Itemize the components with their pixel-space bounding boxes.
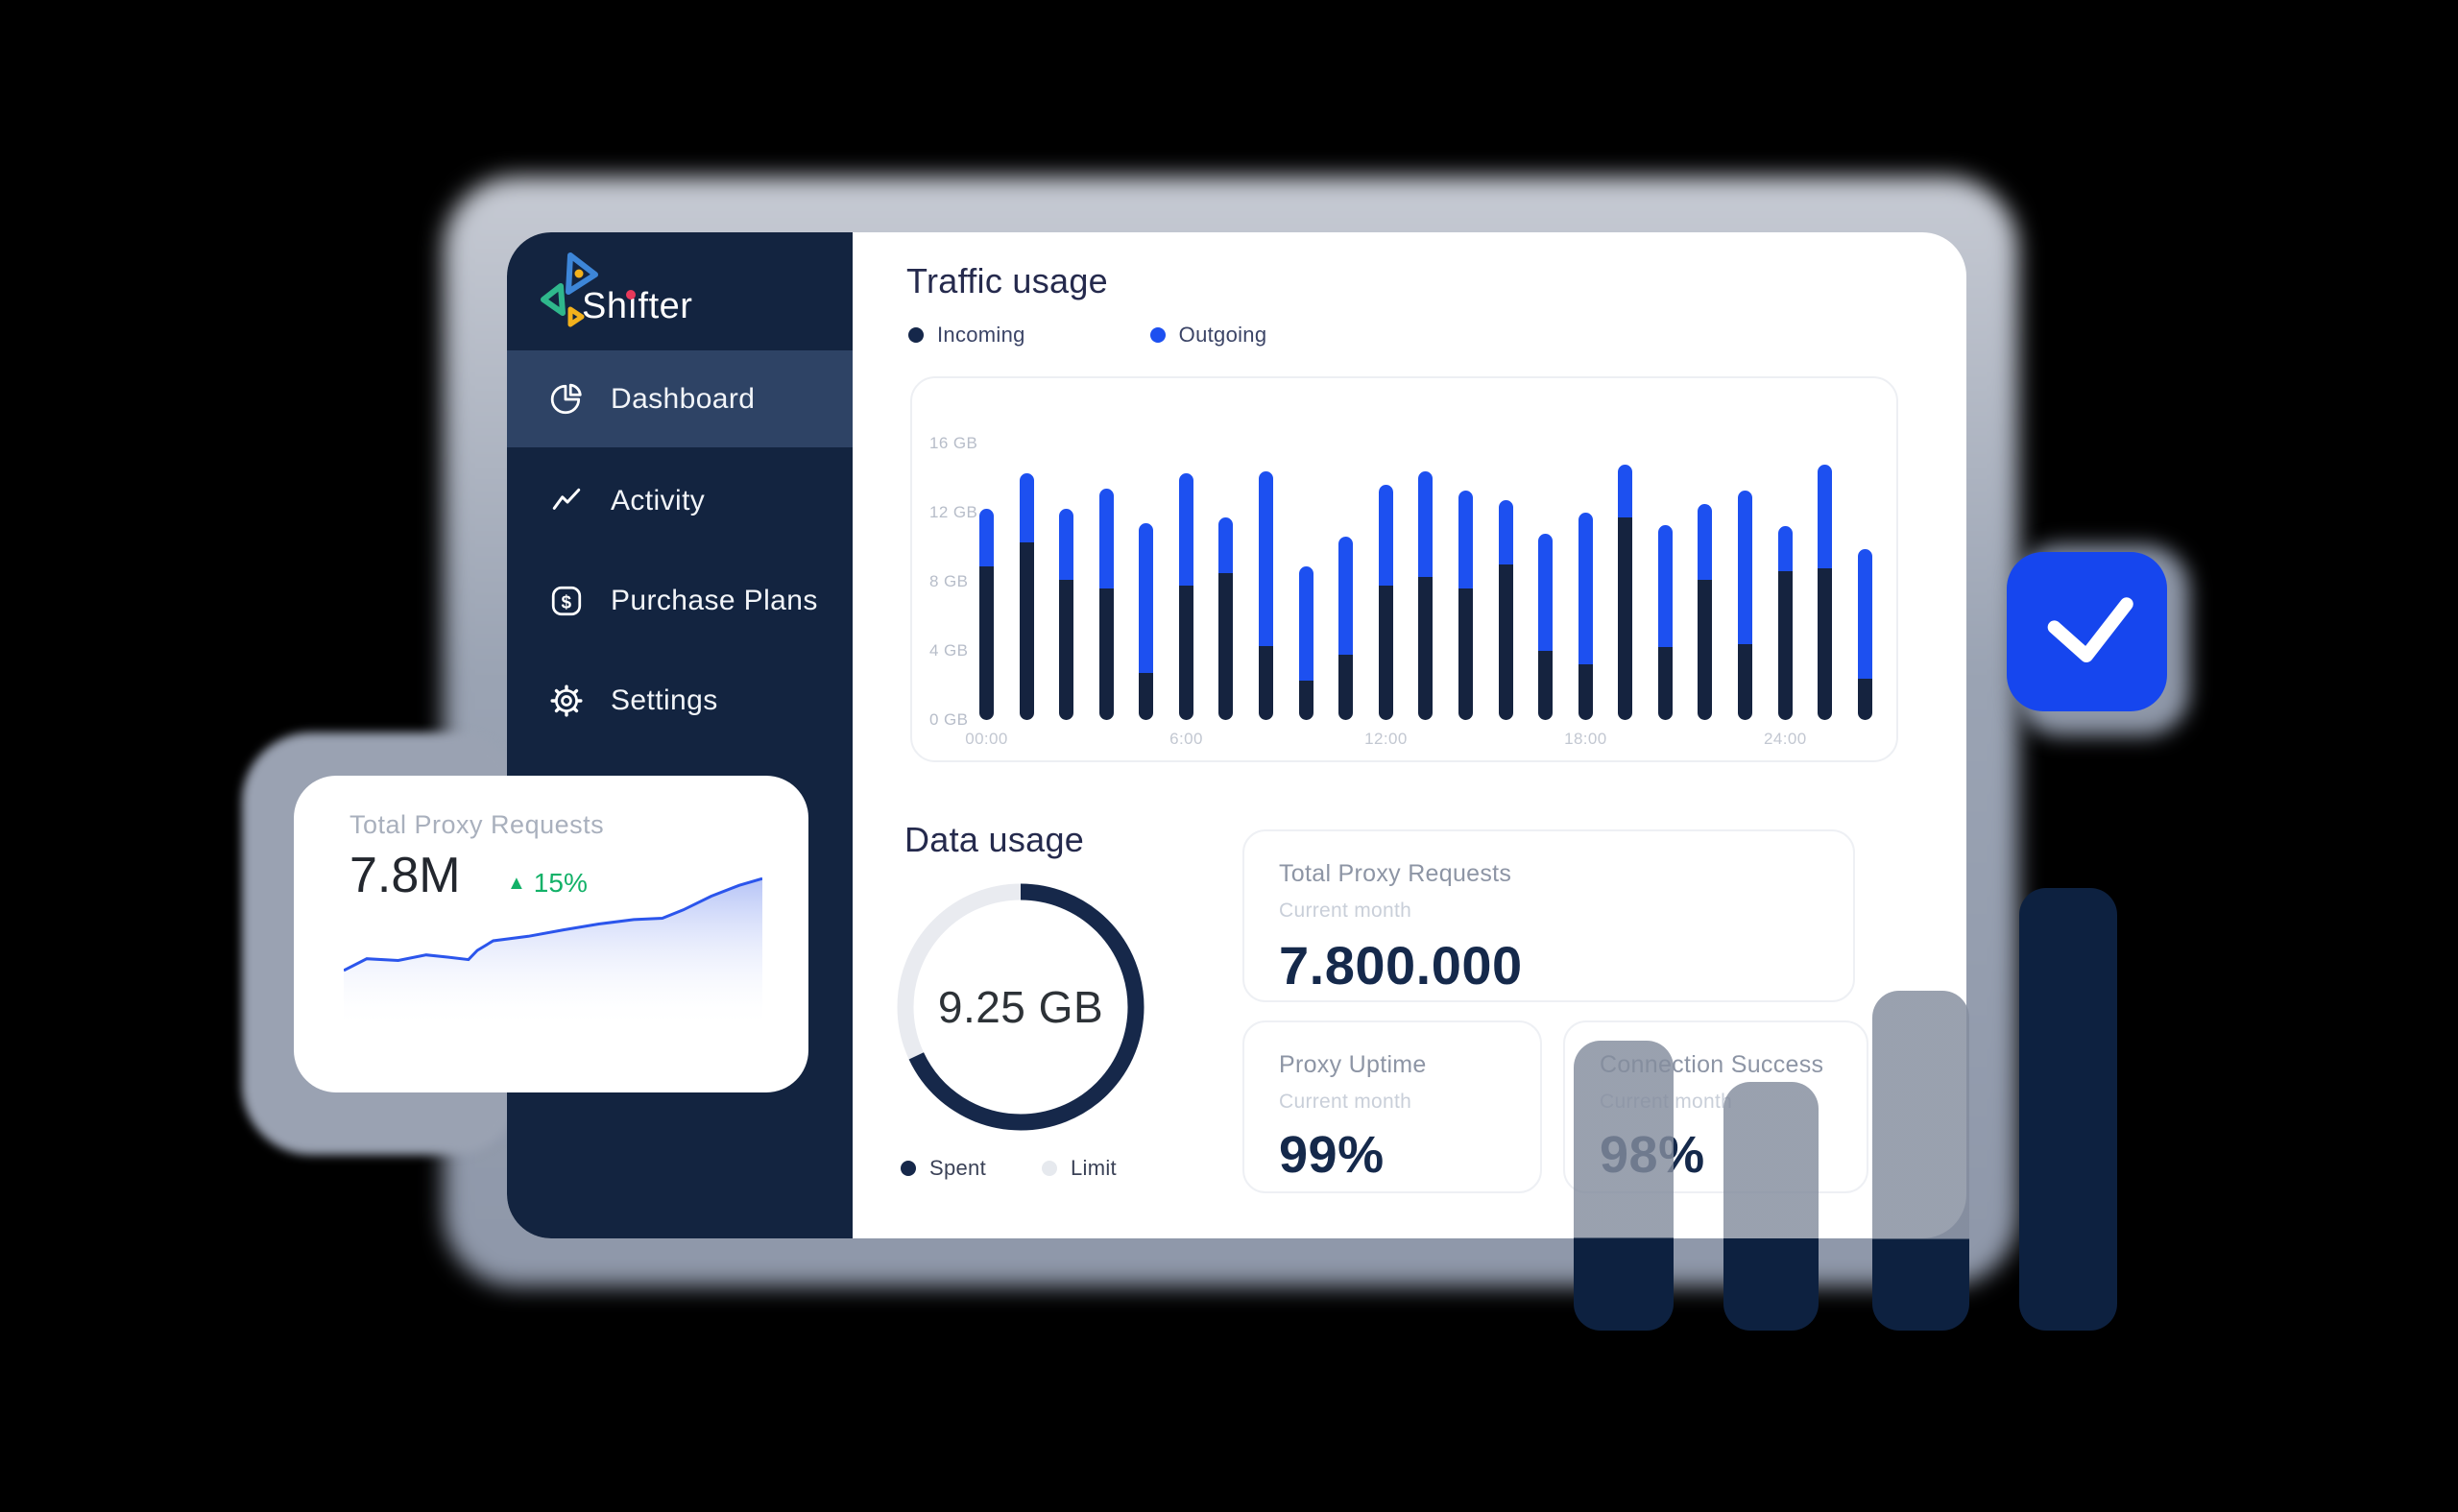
legend-item-limit: Limit: [1042, 1156, 1117, 1181]
traffic-bar: [1698, 504, 1713, 720]
traffic-bar: [1578, 513, 1593, 720]
data-usage-value: 9.25 GB: [937, 982, 1104, 1032]
legend-item-spent: Spent: [901, 1156, 986, 1181]
sidebar-item-purchase-plans[interactable]: $ Purchase Plans: [507, 552, 853, 649]
y-axis-tick: 0 GB: [929, 710, 969, 729]
sidebar-item-label: Settings: [611, 684, 718, 716]
traffic-bar: [1218, 517, 1234, 720]
stat-card-proxy-uptime: Proxy Uptime Current month 99%: [1242, 1020, 1542, 1193]
y-axis-tick: 16 GB: [929, 434, 978, 452]
summary-card: Total Proxy Requests 7.8M ▲ 15%: [294, 776, 808, 1092]
check-icon: [2047, 597, 2133, 663]
stat-card-total-proxy-requests: Total Proxy Requests Current month 7.800…: [1242, 829, 1855, 1002]
traffic-bar: [1657, 524, 1673, 720]
donut-spent-arc: [897, 883, 1145, 1131]
decorative-bar: [1872, 991, 1969, 1331]
dashboard-window: Shıfter Dashboard Activity $ Purchase Plans…: [507, 232, 1966, 1238]
legend-label: Incoming: [937, 323, 1025, 347]
traffic-bar: [1538, 533, 1554, 720]
data-usage-title: Data usage: [904, 820, 1085, 859]
trend-up-icon: ▲: [507, 873, 526, 894]
decorative-bar: [1723, 1082, 1819, 1331]
summary-card-title: Total Proxy Requests: [349, 810, 605, 839]
legend-dot: [1042, 1161, 1057, 1176]
pie-chart-icon: [549, 382, 584, 417]
stat-title: Total Proxy Requests: [1279, 860, 1512, 887]
traffic-usage-title: Traffic usage: [906, 261, 1109, 300]
shifter-logo-icon: [541, 252, 598, 327]
traffic-bar: [1818, 464, 1833, 720]
x-axis-tick: 18:00: [1564, 730, 1607, 748]
y-axis-tick: 8 GB: [929, 572, 969, 590]
traffic-bars: [979, 444, 1872, 720]
legend-label: Limit: [1071, 1156, 1117, 1180]
sidebar-item-settings[interactable]: Settings: [507, 652, 853, 749]
decorative-bar: [2019, 888, 2117, 1331]
sidebar-item-activity[interactable]: Activity: [507, 452, 853, 549]
sidebar-item-label: Purchase Plans: [611, 584, 818, 616]
summary-card-delta: ▲ 15%: [507, 868, 588, 898]
data-usage-legend: Spent Limit: [901, 1156, 1117, 1181]
traffic-bar: [1498, 500, 1513, 720]
traffic-bar: [1458, 490, 1473, 720]
traffic-bar: [1418, 470, 1434, 720]
x-axis-tick: 12:00: [1364, 730, 1408, 748]
summary-trend-chart: [344, 876, 762, 1037]
legend-dot: [908, 327, 924, 343]
decorative-bar: [1574, 1041, 1674, 1331]
stat-value: 7.800.000: [1279, 935, 1523, 996]
traffic-bar: [1139, 522, 1154, 720]
traffic-bar: [1777, 526, 1793, 720]
brand-logo: Shıfter: [507, 232, 853, 348]
legend-dot: [901, 1161, 916, 1176]
legend-label: Outgoing: [1178, 323, 1267, 347]
stat-subtitle: Current month: [1279, 900, 1412, 922]
legend-label: Spent: [929, 1156, 986, 1180]
y-axis-tick: 4 GB: [929, 641, 969, 660]
legend-dot: [1149, 327, 1166, 343]
traffic-bar: [1178, 472, 1193, 720]
stat-title: Proxy Uptime: [1279, 1051, 1427, 1078]
legend-item-incoming: Incoming: [908, 323, 1025, 348]
check-button[interactable]: [2007, 552, 2167, 711]
sidebar-item-dashboard[interactable]: Dashboard: [507, 350, 853, 447]
sidebar-item-label: Activity: [611, 484, 706, 516]
x-axis-tick: 00:00: [965, 730, 1008, 748]
brand-i-dot: [626, 290, 636, 300]
svg-text:$: $: [561, 592, 571, 612]
data-usage-donut: 9.25 GB: [891, 877, 1150, 1137]
traffic-chart-card: 16 GB 12 GB 8 GB 4 GB 0 GB 00:00 6:00 12:00 18:0…: [910, 376, 1898, 762]
traffic-bar: [1618, 464, 1633, 720]
traffic-bar: [1098, 488, 1114, 720]
stat-value: 99%: [1279, 1126, 1385, 1184]
brand-name: Shıfter: [582, 286, 693, 326]
traffic-bar: [1378, 485, 1393, 720]
sidebar-item-label: Dashboard: [611, 382, 756, 415]
legend-item-outgoing: Outgoing: [1149, 323, 1267, 348]
traffic-bar: [979, 509, 994, 720]
traffic-bar: [1298, 565, 1313, 720]
traffic-bar: [1737, 490, 1752, 720]
traffic-bar: [1059, 509, 1074, 720]
x-axis-tick: 6:00: [1169, 730, 1203, 748]
traffic-bar: [1338, 537, 1354, 720]
gear-icon: [549, 684, 584, 718]
traffic-bar: [1019, 472, 1034, 720]
traffic-bar: [1259, 470, 1274, 720]
y-axis-tick: 12 GB: [929, 503, 978, 521]
traffic-legend: Incoming Outgoing: [908, 323, 1266, 348]
activity-icon: [549, 484, 584, 518]
traffic-bar: [1857, 548, 1872, 720]
stat-subtitle: Current month: [1279, 1091, 1412, 1113]
x-axis-tick: 24:00: [1764, 730, 1807, 748]
summary-card-value: 7.8M: [349, 848, 461, 903]
dollar-icon: $: [549, 584, 584, 618]
